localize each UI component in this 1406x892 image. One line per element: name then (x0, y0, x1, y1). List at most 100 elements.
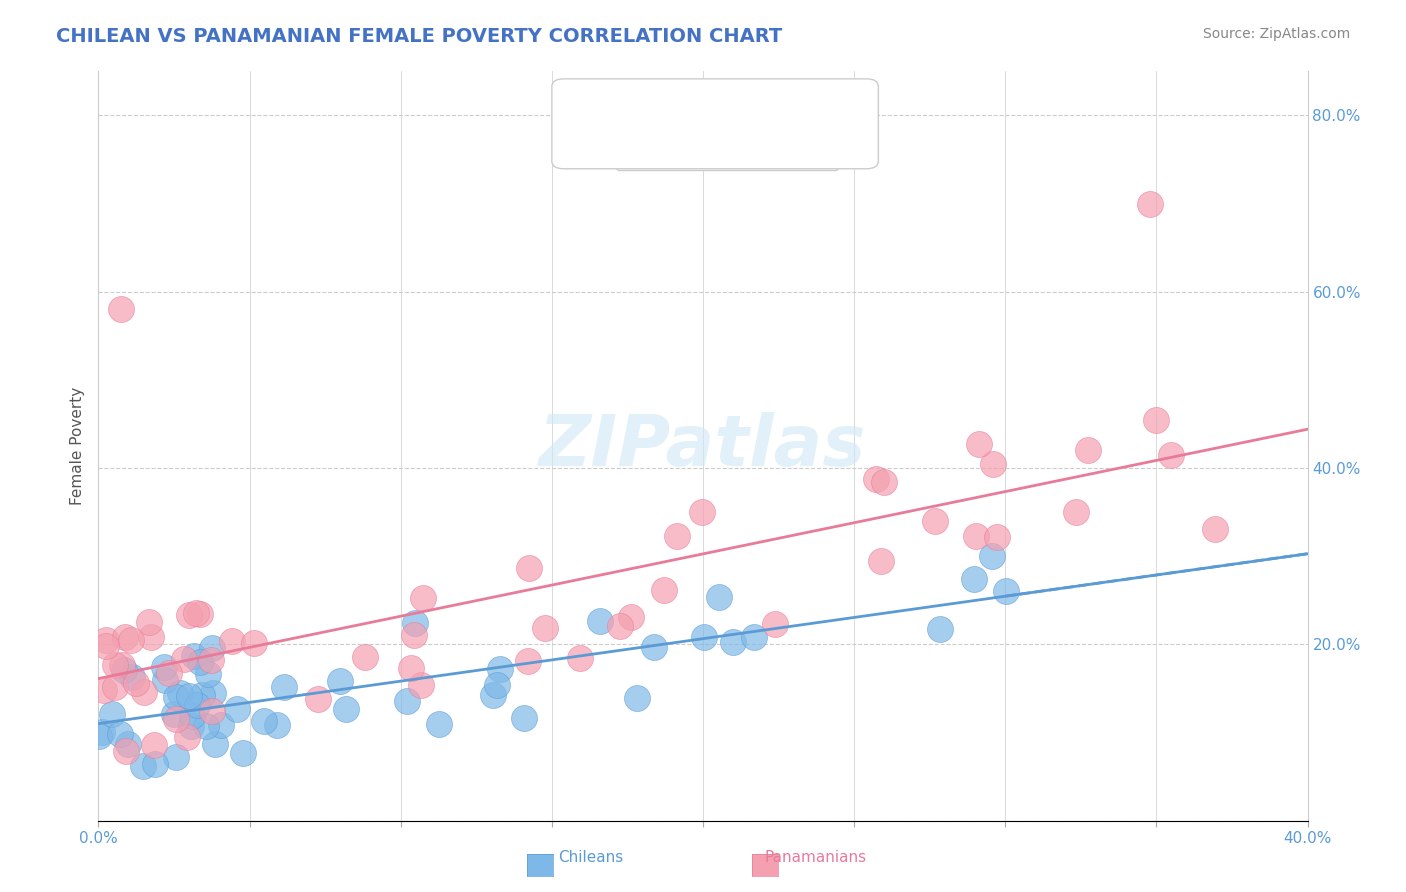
Point (873, 475, 896, 490)
Point (967, 436, 990, 450)
Point (721, 635, 744, 649)
Point (108, 727, 131, 741)
Point (231, 746, 253, 760)
Point (221, 633, 243, 648)
Point (652, 583, 675, 598)
Point (609, 619, 631, 633)
Point (226, 702, 249, 716)
Point (983, 457, 1005, 471)
Point (965, 529, 987, 543)
Point (589, 614, 612, 628)
Legend: R = 0.226   N = 53, R = 0.443   N = 56: R = 0.226 N = 53, R = 0.443 N = 56 (616, 95, 838, 170)
Point (1160, 448, 1182, 462)
Point (986, 530, 1008, 544)
Point (94, 633, 117, 648)
Point (482, 688, 505, 702)
Point (402, 628, 425, 642)
Point (266, 718, 288, 732)
Point (486, 678, 509, 692)
Point (924, 514, 946, 528)
Point (153, 660, 176, 674)
Point (666, 529, 689, 543)
Point (173, 652, 195, 666)
Point (995, 583, 1018, 598)
Point (963, 572, 986, 586)
Point (195, 719, 218, 733)
Point (197, 666, 219, 681)
Point (179, 689, 201, 703)
Point (114, 630, 136, 644)
Point (188, 655, 211, 669)
Point (117, 737, 139, 751)
Point (742, 630, 765, 644)
Text: Panamanians: Panamanians (765, 850, 866, 865)
Point (165, 690, 187, 704)
Point (186, 698, 208, 712)
Point (131, 759, 153, 773)
Point (928, 622, 950, 636)
Point (115, 744, 138, 758)
Point (111, 657, 134, 672)
Point (184, 606, 207, 620)
Point (180, 709, 202, 723)
Point (870, 554, 893, 568)
Point (121, 633, 143, 648)
Point (569, 651, 592, 665)
Point (180, 719, 202, 733)
Text: ZIPatlas: ZIPatlas (540, 411, 866, 481)
Point (981, 549, 1004, 564)
Point (273, 681, 295, 695)
Point (534, 621, 557, 635)
Point (94, 639, 117, 653)
Point (177, 607, 200, 622)
Point (112, 663, 135, 677)
Point (93, 682, 115, 697)
Point (200, 653, 222, 667)
Point (690, 505, 713, 519)
Point (620, 610, 643, 624)
Point (399, 660, 422, 674)
Point (87, 729, 110, 743)
Point (176, 730, 198, 744)
Point (121, 670, 143, 684)
Point (153, 673, 176, 688)
Point (517, 655, 540, 669)
Point (626, 690, 648, 705)
Point (307, 691, 329, 706)
Point (329, 673, 352, 688)
Point (142, 738, 165, 752)
Point (159, 665, 181, 680)
Point (132, 685, 155, 699)
Point (163, 707, 186, 722)
Point (191, 688, 214, 702)
Point (110, 302, 132, 317)
Point (165, 750, 187, 764)
Point (513, 710, 536, 724)
Point (104, 658, 127, 673)
Point (412, 591, 434, 605)
Point (409, 678, 432, 692)
Point (201, 704, 224, 718)
Point (1146, 412, 1168, 426)
Point (165, 712, 187, 726)
Point (765, 616, 787, 631)
Point (396, 694, 419, 708)
Point (707, 590, 730, 604)
Point (209, 718, 232, 732)
Text: CHILEAN VS PANAMANIAN FEMALE POVERTY CORRELATION CHART: CHILEAN VS PANAMANIAN FEMALE POVERTY COR… (56, 27, 783, 45)
Y-axis label: Female Poverty: Female Poverty (69, 387, 84, 505)
Point (253, 714, 276, 729)
Point (643, 640, 665, 654)
Point (169, 686, 191, 700)
Point (103, 680, 125, 694)
Point (693, 630, 716, 644)
Point (517, 561, 540, 575)
Point (243, 636, 266, 650)
Point (90, 725, 112, 739)
Point (100, 706, 122, 721)
Point (427, 717, 450, 731)
Point (200, 641, 222, 656)
Text: Chileans: Chileans (558, 850, 623, 865)
Point (404, 615, 426, 630)
Point (138, 615, 160, 629)
